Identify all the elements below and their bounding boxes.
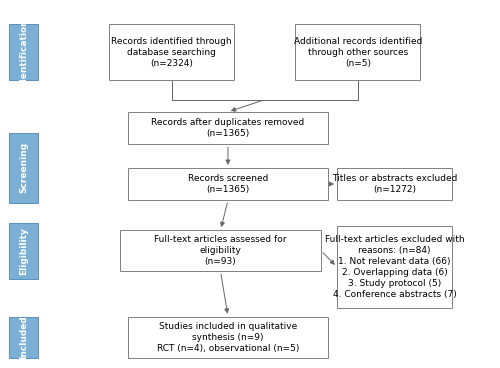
Text: Included: Included [19,315,28,359]
Bar [10,316,38,358]
Bar [128,168,328,200]
Bar [10,24,38,80]
Text: Identification: Identification [19,18,28,87]
Bar [337,168,452,200]
Text: Full-text articles assessed for
eligibility
(n=93): Full-text articles assessed for eligibil… [154,235,287,266]
Bar [10,132,38,203]
Bar [128,112,328,144]
Bar [120,230,321,272]
Bar [337,226,452,308]
Bar [296,24,420,80]
Bar [128,316,328,358]
Text: Records after duplicates removed
(n=1365): Records after duplicates removed (n=1365… [152,118,304,138]
Text: Titles or abstracts excluded
(n=1272): Titles or abstracts excluded (n=1272) [332,174,457,194]
Text: Additional records identified
through other sources
(n=5): Additional records identified through ot… [294,37,422,68]
Text: Screening: Screening [19,142,28,193]
Bar [10,223,38,279]
Text: Records screened
(n=1365): Records screened (n=1365) [188,174,268,194]
Bar [109,24,234,80]
Text: Eligibility: Eligibility [19,227,28,275]
Text: Records identified through
database searching
(n=2324): Records identified through database sear… [112,37,232,68]
Text: Full-text articles excluded with
reasons: (n=84)
1. Not relevant data (66)
2. Ov: Full-text articles excluded with reasons… [324,235,464,299]
Text: Studies included in qualitative
synthesis (n=9)
RCT (n=4), observational (n=5): Studies included in qualitative synthesi… [157,322,299,353]
